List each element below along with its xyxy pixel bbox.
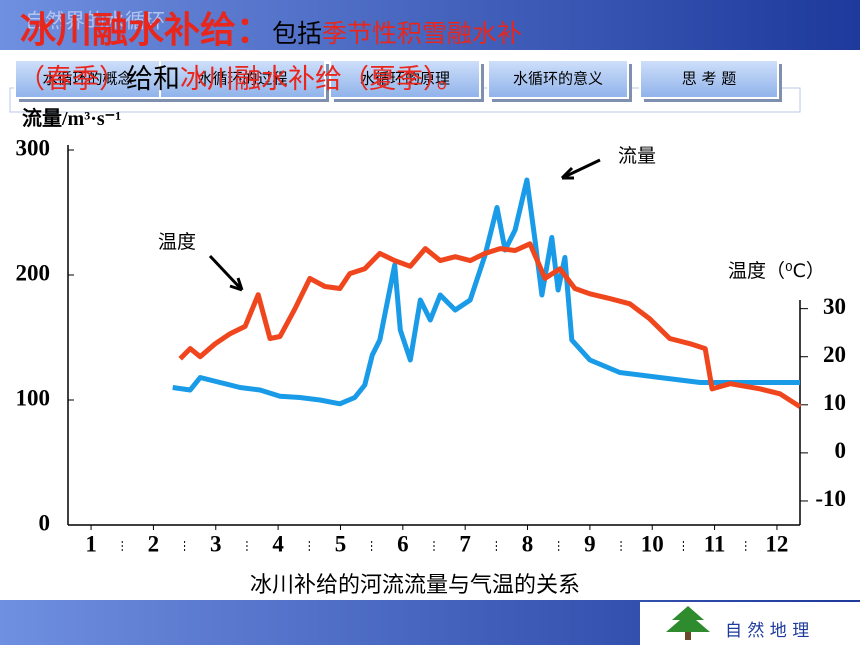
series-line <box>178 241 802 409</box>
y-tick-label: 100 <box>16 385 51 410</box>
x-tick-label: 10 <box>641 531 664 556</box>
nav-label: 水循环的原理 <box>360 70 450 88</box>
y2-axis-label: 温度（⁰C） <box>728 260 825 282</box>
nav-button <box>329 59 481 99</box>
nav-label: 思 考 题 <box>682 70 737 88</box>
x-tick-label: 4 <box>272 531 284 556</box>
top-band <box>0 0 860 50</box>
x-tick-label: 3 <box>210 531 222 556</box>
y-tick-label: 200 <box>16 260 51 285</box>
headline-part: 冰川融水补给（夏季）。 <box>180 64 464 95</box>
nav-bar: 水循环的概念 水循环的过程 水循环的原理 水循环的意义 思 考 题 <box>14 59 782 102</box>
faint-title: 自然界的水循环 <box>25 9 165 33</box>
x-tick-label: 7 <box>459 531 471 556</box>
arrow <box>560 158 601 180</box>
x-tick-label: 9 <box>584 531 596 556</box>
y2-tick-label: 10 <box>823 390 846 415</box>
x-tick-label: 6 <box>397 531 409 556</box>
headline-part: （春季） <box>18 64 126 95</box>
nav-label: 水循环的过程 <box>197 70 287 88</box>
x-tick-label: 2 <box>148 531 160 556</box>
y2-tick-label: 30 <box>823 294 846 319</box>
headline-1: 冰川融水补给：包括季节性积雪融水补 <box>20 10 522 51</box>
headline-part: 季节性积雪融水补 <box>322 19 522 48</box>
nav-button <box>159 59 326 99</box>
arrow <box>208 254 244 292</box>
nav-label: 水循环的意义 <box>513 70 603 88</box>
x-tick-label: 8 <box>522 531 534 556</box>
nav-label: 水循环的概念 <box>42 70 132 88</box>
x-tick-label: 5 <box>335 531 347 556</box>
y-tick-label: 0 <box>39 510 51 535</box>
chart-title: 冰川补给的河流流量与气温的关系 <box>250 573 580 598</box>
y-tick-label: 300 <box>16 135 51 160</box>
tree-trunk <box>685 632 691 640</box>
series-line <box>172 177 800 407</box>
headline-part: 冰川融水补给： <box>20 10 272 51</box>
x-tick-label: 11 <box>704 531 726 556</box>
headline-part: 包括 <box>272 19 322 48</box>
x-tick-label: 12 <box>765 531 788 556</box>
headline-part: 给和 <box>126 64 180 95</box>
y2-tick-label: 0 <box>835 438 847 463</box>
y2-tick-label: 20 <box>823 342 846 367</box>
nav-button <box>487 59 629 99</box>
y2-tick-label: -10 <box>815 486 846 511</box>
footer-brand: 自 然 地 理 <box>725 621 809 641</box>
headline-2: （春季）给和冰川融水补给（夏季）。 <box>18 64 464 95</box>
x-tick-label: 1 <box>85 531 97 556</box>
tree-icon <box>666 606 710 632</box>
annotation: 流量 <box>618 145 656 167</box>
nav-button <box>639 59 779 99</box>
annotation: 温度 <box>158 231 196 253</box>
y-axis-label: 流量/m³·s⁻¹ <box>22 106 121 130</box>
